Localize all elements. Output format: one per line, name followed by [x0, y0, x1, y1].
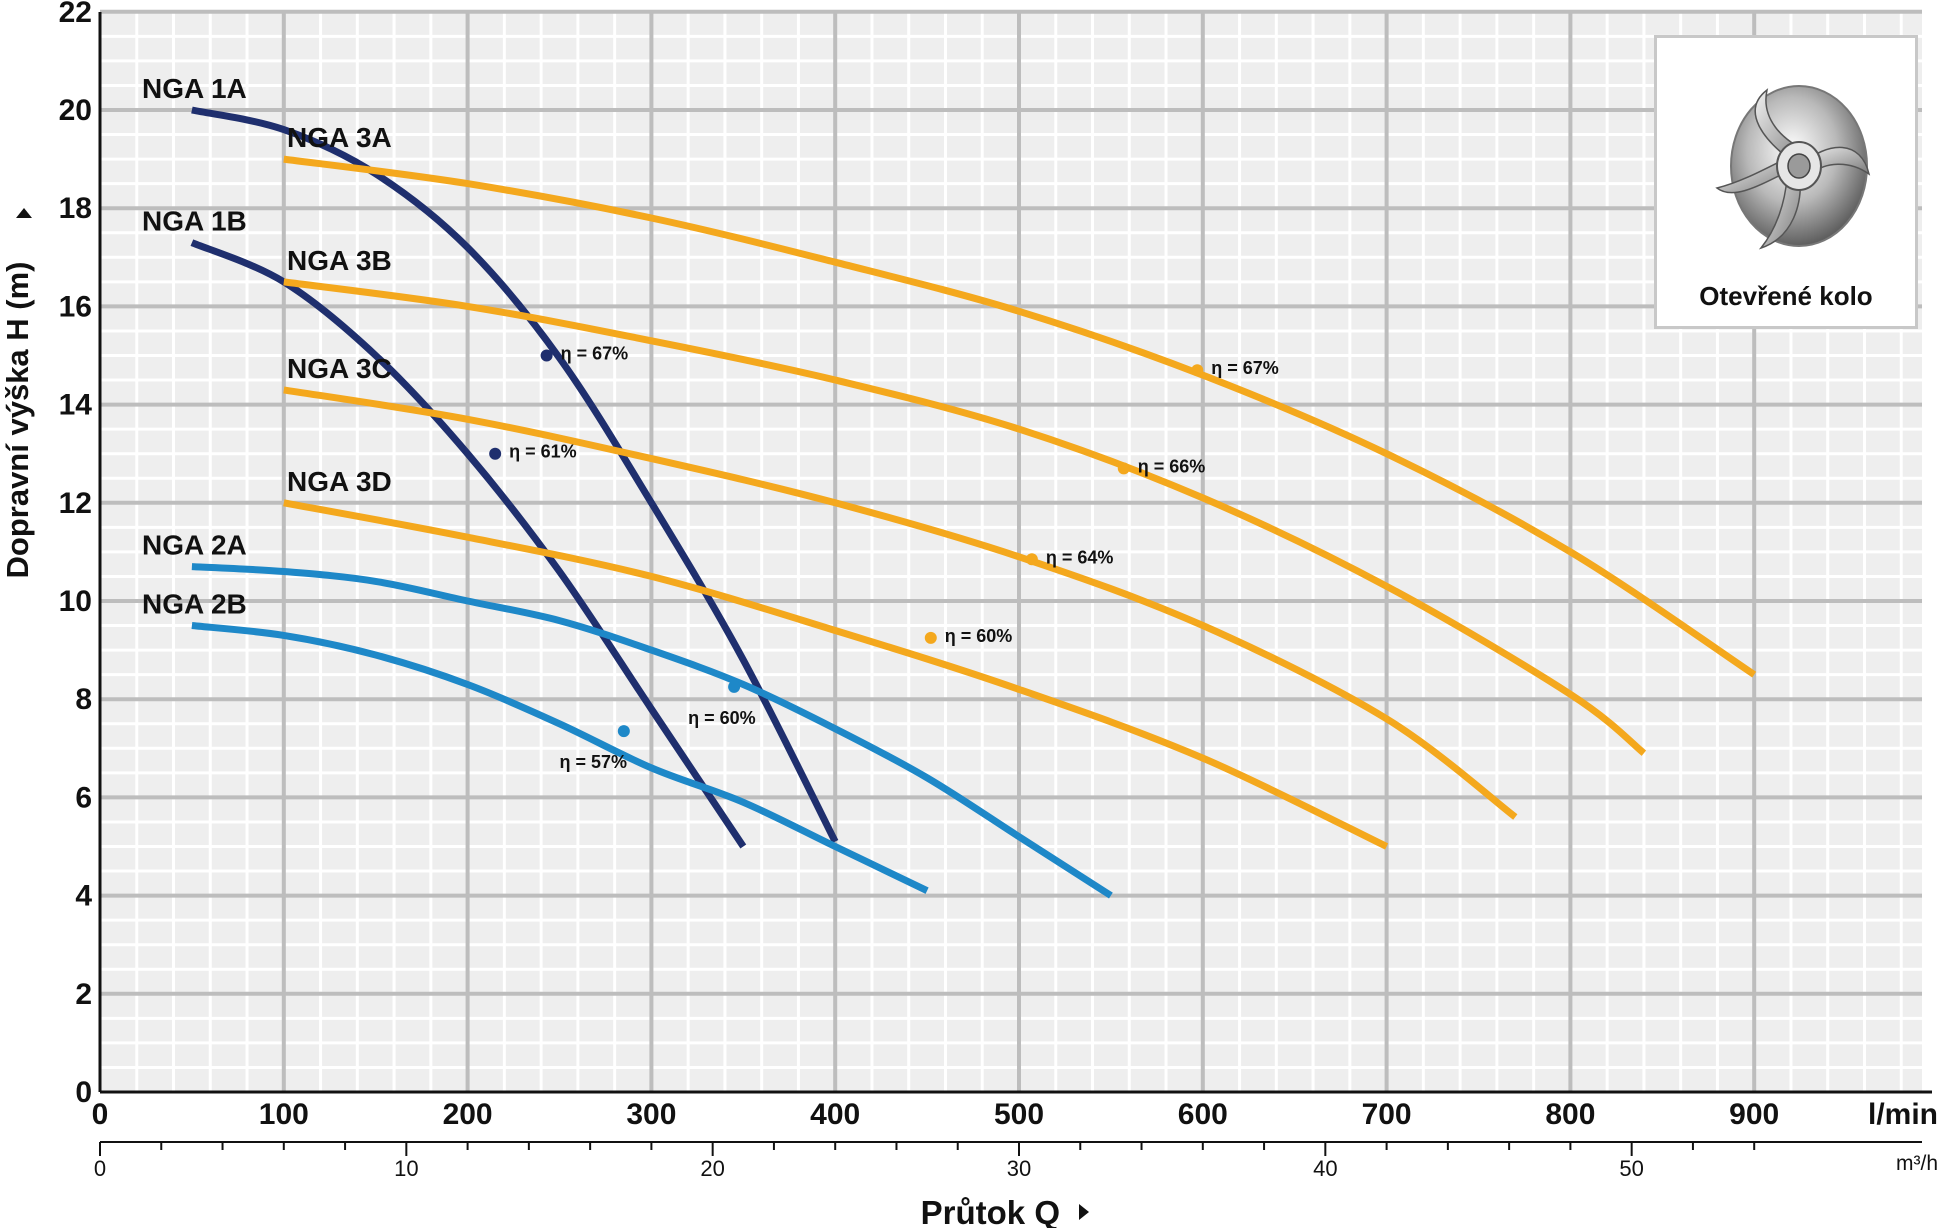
series-label-nga-3c: NGA 3C — [287, 353, 392, 384]
y-tick-label: 2 — [75, 978, 92, 1011]
y-axis-title-group: Dopravní výška H (m) — [0, 208, 35, 579]
y-tick-label: 12 — [59, 487, 92, 520]
y-tick-label: 14 — [59, 389, 93, 422]
series-label-nga-3d: NGA 3D — [287, 466, 392, 497]
series-label-nga-2a: NGA 2A — [142, 530, 247, 561]
efficiency-label-nga-3d: η = 60% — [945, 626, 1013, 646]
x-tick-label: 700 — [1362, 1098, 1412, 1131]
x-tick-label: 800 — [1545, 1098, 1595, 1131]
x2-unit-label: m³/h — [1896, 1152, 1938, 1175]
curve-nga-3a — [283, 155, 1757, 678]
curve-nga-3c — [283, 386, 1518, 820]
curve-nga-2a — [191, 563, 1113, 899]
efficiency-point-nga-2a — [728, 680, 741, 693]
x2-tick-label: 30 — [1007, 1156, 1031, 1181]
efficiency-point-nga-1a — [540, 349, 553, 362]
curve-nga-2b — [191, 622, 929, 894]
y-tick-label: 0 — [75, 1076, 92, 1109]
series-label-nga-1a: NGA 1A — [142, 73, 247, 104]
y-axis-title: Dopravní výška H (m) — [0, 262, 35, 579]
x-axis-title: Průtok Q — [921, 1194, 1060, 1228]
x-unit-label: l/min — [1868, 1098, 1938, 1131]
x-axis-title-group: Průtok Q — [921, 1194, 1089, 1228]
series-curves — [190, 106, 1757, 899]
x2-tick-label: 10 — [394, 1156, 418, 1181]
efficiency-point-nga-3c — [1025, 553, 1038, 566]
series-label-nga-3b: NGA 3B — [287, 245, 392, 276]
y-tick-label: 18 — [59, 192, 92, 225]
impeller-inset: Otevřené kolo — [1654, 35, 1918, 329]
efficiency-label-nga-1b: η = 61% — [509, 442, 577, 462]
open-impeller-icon — [1715, 85, 1871, 250]
curve-nga-1a — [191, 106, 839, 844]
x-tick-label: 0 — [92, 1098, 109, 1131]
efficiency-points: η = 67% η = 61% η = 60% η = 57% η = 67% η = 6… — [489, 344, 1279, 772]
x-tick-label: 500 — [994, 1098, 1044, 1131]
x2-tick-label: 50 — [1619, 1156, 1643, 1181]
x2-tick-label: 20 — [700, 1156, 724, 1181]
y-tick-label: 10 — [59, 585, 92, 618]
efficiency-label-nga-3c: η = 64% — [1046, 547, 1114, 567]
efficiency-point-nga-1b — [489, 447, 502, 460]
curve-nga-3b — [283, 278, 1647, 756]
series-label-nga-1b: NGA 1B — [142, 206, 247, 237]
x-tick-label: 600 — [1178, 1098, 1228, 1131]
x2-tick-label: 0 — [94, 1156, 106, 1181]
y-axis-arrow-icon — [16, 208, 32, 218]
x-tick-label: 100 — [259, 1098, 309, 1131]
y-tick-label: 20 — [59, 94, 92, 127]
y-tick-label: 6 — [75, 781, 92, 814]
efficiency-point-nga-3a — [1191, 364, 1204, 377]
efficiency-point-nga-3b — [1117, 462, 1130, 475]
efficiency-label-nga-3b: η = 66% — [1138, 456, 1206, 476]
efficiency-point-nga-2b — [617, 725, 630, 738]
x-axis-arrow-icon — [1079, 1204, 1089, 1220]
series-label-nga-3a: NGA 3A — [287, 122, 392, 153]
x2-tick-label: 40 — [1313, 1156, 1337, 1181]
x-tick-labels: 0 100 200 300 400 500 600 700 800 900 — [92, 1098, 1780, 1131]
efficiency-label-nga-2b: η = 57% — [560, 752, 628, 772]
y-tick-label: 22 — [59, 0, 92, 29]
efficiency-label-nga-3a: η = 67% — [1211, 358, 1279, 378]
y-tick-labels: 0 2 4 6 8 10 12 14 16 18 20 22 — [59, 0, 93, 1109]
y-tick-label: 16 — [59, 290, 92, 323]
x-tick-label: 400 — [810, 1098, 860, 1131]
y-tick-label: 8 — [75, 683, 92, 716]
x2-tick-labels: 0 10 20 30 40 50 — [94, 1156, 1644, 1181]
series-labels: NGA 1A NGA 1B NGA 2A NGA 2B NGA 3A NGA 3B NGA … — [142, 73, 392, 620]
efficiency-label-nga-2a: η = 60% — [688, 708, 756, 728]
curve-nga-3d — [283, 499, 1389, 850]
efficiency-label-nga-1a: η = 67% — [561, 344, 629, 364]
series-label-nga-2b: NGA 2B — [142, 589, 247, 620]
axes — [98, 12, 1932, 1156]
efficiency-point-nga-3d — [924, 631, 937, 644]
x-tick-label: 300 — [626, 1098, 676, 1131]
x-tick-label: 200 — [443, 1098, 493, 1131]
y-tick-label: 4 — [75, 880, 92, 913]
inset-caption: Otevřené kolo — [1699, 281, 1873, 311]
x-tick-label: 900 — [1729, 1098, 1779, 1131]
